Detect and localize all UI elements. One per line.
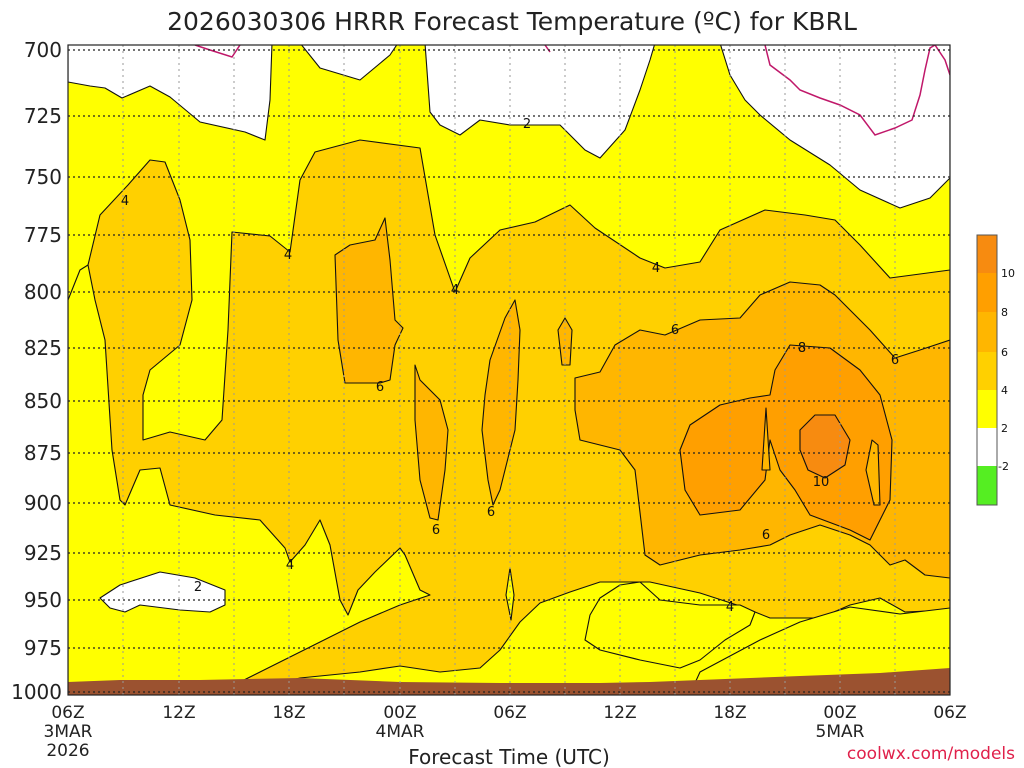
plot-frame <box>67 44 951 696</box>
colorbar-label: 10 <box>1001 267 1015 280</box>
region-6-to-8-20z <box>334 217 404 384</box>
zero-contour-a <box>194 45 241 58</box>
grid <box>68 45 950 695</box>
y-tick-label: 750 <box>24 165 62 189</box>
colorbar-swatch <box>977 312 997 352</box>
region-minus2-to-2-c <box>424 45 655 159</box>
region-6-to-8-spike <box>761 407 771 471</box>
region-minus2-to-2-b <box>300 45 398 81</box>
colorbar-label: 6 <box>1001 346 1008 359</box>
colorbar-swatch <box>977 235 997 273</box>
region-6-to-8-09z <box>557 317 573 366</box>
y-axis: 700 725 750 775 800 825 850 875 900 925 … <box>11 38 62 704</box>
x-tick-label: 12Z <box>603 703 636 723</box>
contour-label: 4 <box>284 248 292 263</box>
y-tick-label: 925 <box>24 541 62 565</box>
x-tick-label: 18Z <box>272 703 305 723</box>
contour-label: 6 <box>891 353 899 368</box>
y-tick-label: 975 <box>24 636 62 660</box>
year-label: 2026 <box>46 741 89 761</box>
date-label: 5MAR <box>816 722 865 742</box>
vertical-grid <box>122 45 896 695</box>
contour-label: 4 <box>726 600 734 615</box>
chart-title: 2026030306 HRRR Forecast Temperature (ºC… <box>167 7 857 36</box>
contour-label: 4 <box>451 283 459 298</box>
y-tick-label: 725 <box>24 104 62 128</box>
contour-label: 2 <box>523 117 531 132</box>
zero-contour-c <box>764 45 950 136</box>
contour-label: 4 <box>286 558 294 573</box>
x-tick-label: 00Z <box>823 703 856 723</box>
contour-label: 6 <box>432 523 440 538</box>
y-tick-label: 950 <box>24 588 62 612</box>
colorbar-swatch <box>977 352 997 390</box>
y-tick-label: 850 <box>24 389 62 413</box>
colorbar-frame <box>976 234 998 506</box>
x-tick-label: 06Z <box>493 703 526 723</box>
contour-label: 2 <box>194 580 202 595</box>
date-label: 3MAR <box>44 722 93 742</box>
x-axis: 06Z 12Z 18Z 00Z 06Z 12Z 18Z 00Z 06Z 3MAR… <box>44 703 967 761</box>
colorbar-label: 2 <box>1001 422 1008 435</box>
contour-label: 6 <box>762 528 770 543</box>
colorbar-swatch <box>977 390 997 428</box>
region-6-to-8-00z <box>414 364 449 521</box>
contour-field <box>68 45 950 695</box>
colorbar: 10 8 6 4 2 -2 <box>976 234 1015 506</box>
contour-label: 6 <box>487 505 495 520</box>
contour-label: 6 <box>376 380 384 395</box>
region-6-to-8-sliver <box>865 439 881 506</box>
contour-label: 4 <box>652 261 660 276</box>
region-2-to-4-lower-right <box>584 581 756 669</box>
colorbar-swatch <box>977 428 997 466</box>
colorbar-swatch <box>977 273 997 312</box>
x-tick-label: 00Z <box>383 703 416 723</box>
y-tick-label: 1000 <box>11 680 62 704</box>
region-minus2-to-2-low <box>99 571 226 613</box>
contour-labels: 4 4 4 4 2 6 6 8 6 6 6 10 6 4 2 4 <box>121 117 899 615</box>
contour-label: 4 <box>121 194 129 209</box>
contour-label: 10 <box>813 475 830 490</box>
region-8-to-10 <box>679 344 893 541</box>
contour-label: 6 <box>671 323 679 338</box>
x-tick-label: 06Z <box>51 703 84 723</box>
x-tick-label: 18Z <box>713 703 746 723</box>
region-10-to-12 <box>799 414 851 479</box>
source-watermark: coolwx.com/models <box>847 744 1015 764</box>
contour-label: 8 <box>798 341 806 356</box>
x-tick-label: 06Z <box>933 703 966 723</box>
horizontal-grid <box>68 49 950 693</box>
zero-contour-b <box>544 45 551 53</box>
colorbar-label: 4 <box>1001 384 1008 397</box>
date-label: 4MAR <box>376 722 425 742</box>
colorbar-label: 8 <box>1001 306 1008 319</box>
colorbar-swatch <box>977 466 997 505</box>
x-axis-title: Forecast Time (UTC) <box>408 745 610 768</box>
y-tick-label: 700 <box>24 38 62 62</box>
y-tick-label: 825 <box>24 336 62 360</box>
region-2-to-4-sliver <box>505 567 515 621</box>
x-tick-label: 12Z <box>162 703 195 723</box>
y-tick-label: 775 <box>24 223 62 247</box>
y-tick-label: 900 <box>24 491 62 515</box>
zero-contour-lines <box>194 45 950 136</box>
region-minus2-to-2-a <box>68 45 273 141</box>
colorbar-label: -2 <box>998 460 1009 473</box>
y-tick-label: 800 <box>24 280 62 304</box>
y-tick-label: 875 <box>24 441 62 465</box>
